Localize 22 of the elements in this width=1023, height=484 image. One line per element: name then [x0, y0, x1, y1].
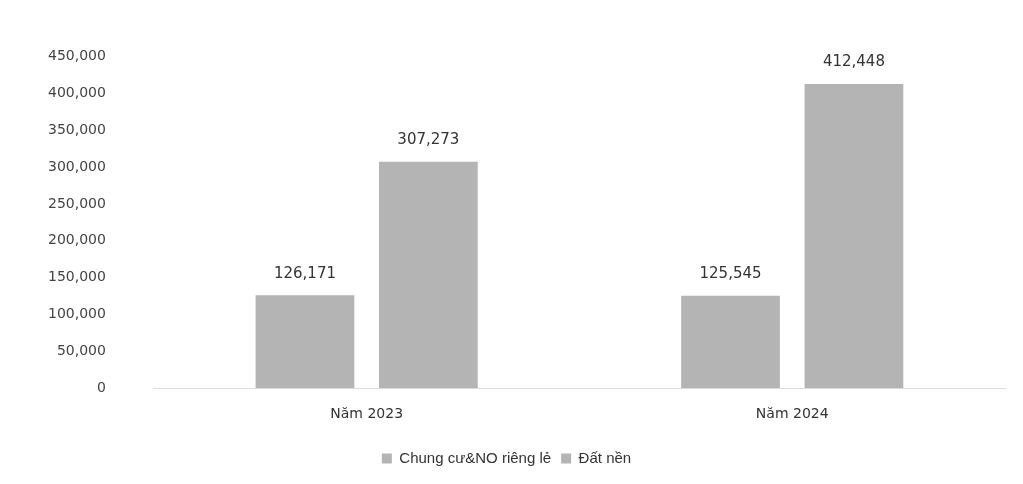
- y-tick-label: 350,000: [47, 120, 106, 137]
- data-label: 412,448: [822, 52, 885, 71]
- data-label: 126,171: [273, 263, 336, 282]
- y-tick-label: 250,000: [47, 194, 106, 211]
- y-tick-label: 450,000: [47, 47, 106, 64]
- x-tick-label: Năm 2024: [755, 405, 829, 422]
- x-tick-label: Năm 2023: [330, 405, 404, 422]
- y-tick-label: 50,000: [56, 341, 106, 358]
- bar: [379, 161, 478, 389]
- y-tick-label: 100,000: [47, 305, 106, 322]
- y-tick-label: 400,000: [47, 83, 106, 100]
- legend-label: Đất nền: [578, 448, 632, 466]
- data-label: 125,545: [699, 264, 762, 283]
- y-tick-label: 300,000: [47, 157, 106, 174]
- legend-label: Chung cư&NO riêng lẻ: [399, 448, 552, 466]
- y-tick-label: 150,000: [47, 268, 106, 285]
- bar: [255, 295, 355, 389]
- data-label: 307,273: [397, 130, 460, 149]
- bar: [681, 295, 780, 389]
- y-tick-label: 200,000: [47, 231, 106, 248]
- bar: [804, 84, 904, 389]
- y-tick-label: 0: [96, 378, 106, 395]
